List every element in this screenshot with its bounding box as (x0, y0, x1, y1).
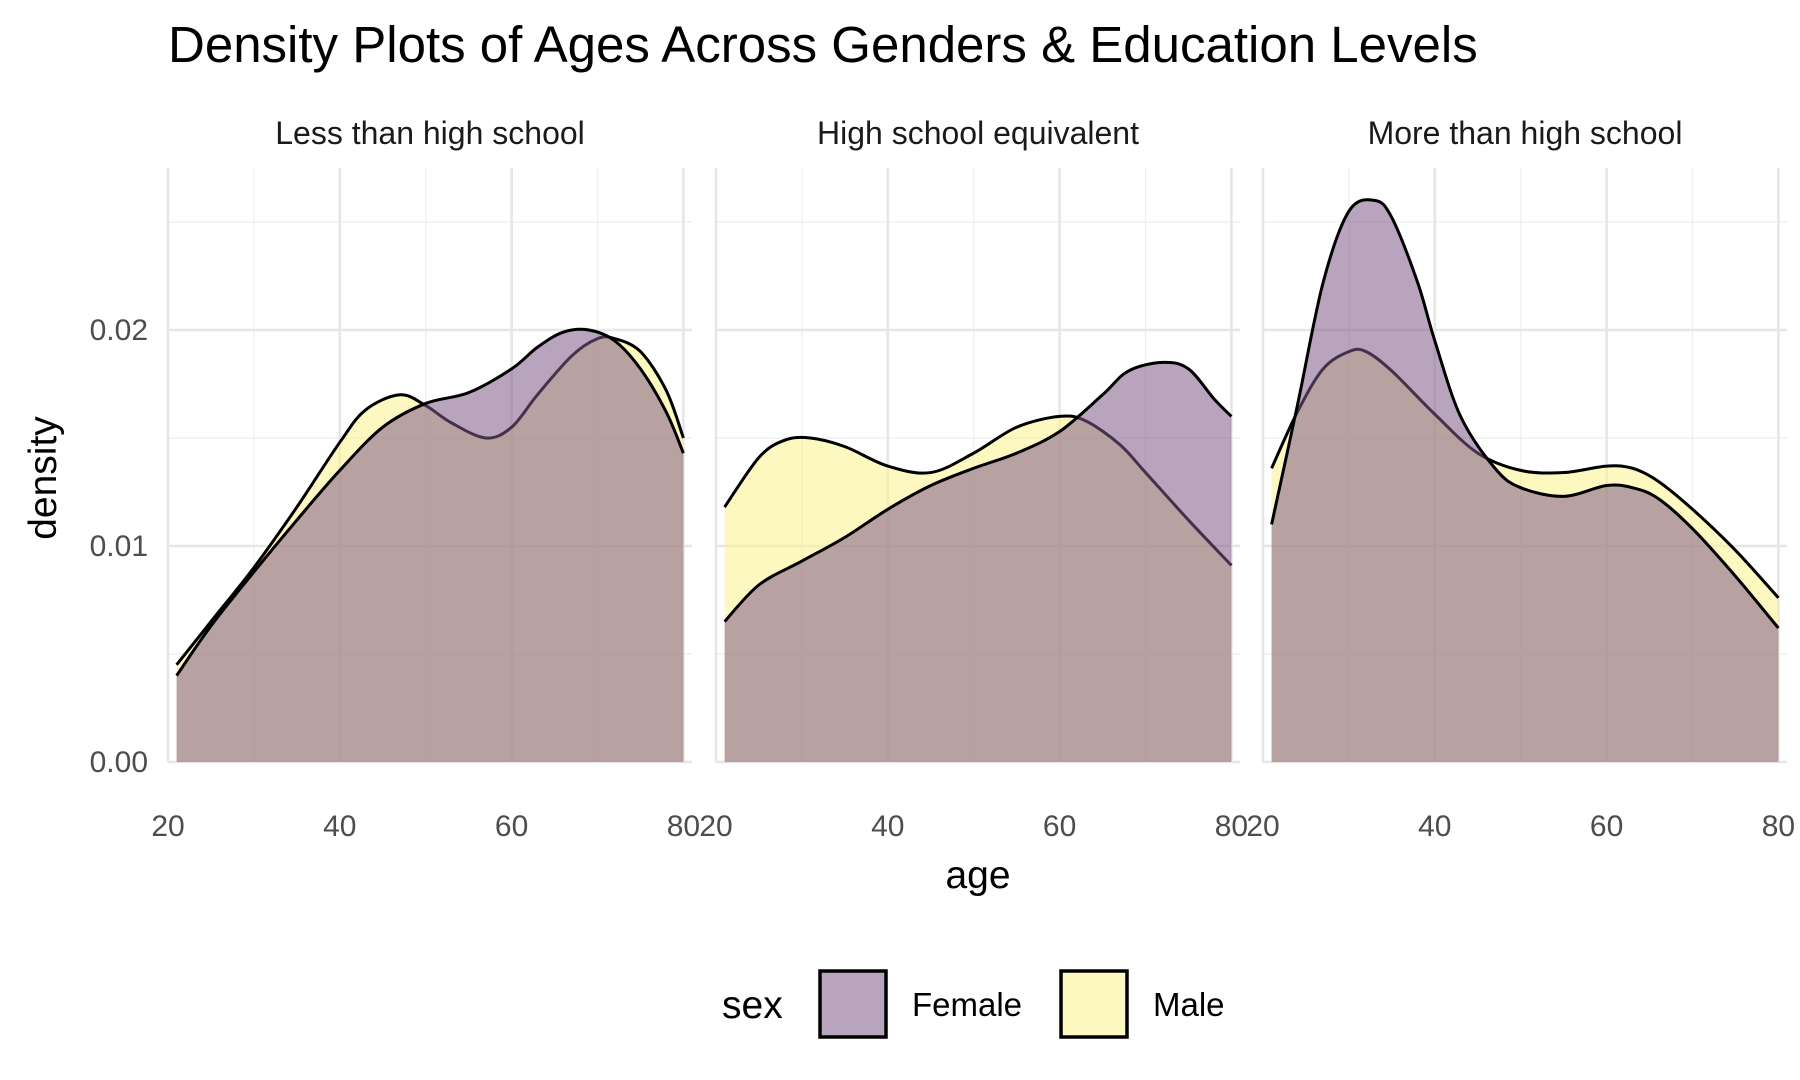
legend-title: sex (722, 984, 783, 1027)
density-line-female (175, 327, 685, 677)
legend-key-female (818, 969, 888, 1039)
density-line-female (723, 360, 1233, 623)
y-tick-label: 0.00 (90, 746, 148, 779)
facet-panel-2: High school equivalent 20 40 60 80 (699, 115, 1248, 843)
density-area-female (176, 329, 684, 762)
y-tick-label: 0.01 (90, 530, 148, 563)
facet-strip-label: Less than high school (275, 115, 585, 151)
facet-panels: Less than high school 20 40 60 80 0.00 0.01 0.0… (90, 115, 1795, 843)
legend: sex Female Male (722, 969, 1225, 1039)
x-tick-label: 40 (871, 810, 904, 843)
x-tick-label: 80 (1215, 810, 1248, 843)
x-tick-label: 20 (699, 810, 732, 843)
legend-label-male: Male (1153, 986, 1225, 1023)
legend-key-male (1059, 969, 1129, 1039)
x-tick-label: 60 (495, 810, 528, 843)
facet-panel-1: Less than high school 20 40 60 80 0.00 0.01 0.0… (90, 115, 700, 843)
x-tick-label: 20 (1246, 810, 1279, 843)
facet-panel-3: More than high school 20 40 60 80 (1246, 115, 1795, 843)
chart-title: Density Plots of Ages Across Genders & E… (168, 16, 1478, 73)
facet-strip-label: More than high school (1368, 115, 1683, 151)
legend-label-female: Female (912, 986, 1022, 1023)
x-tick-label: 60 (1043, 810, 1076, 843)
x-tick-label: 80 (667, 810, 700, 843)
density-area-female (724, 362, 1232, 762)
x-tick-label: 20 (151, 810, 184, 843)
density-area-female (1271, 199, 1779, 762)
x-tick-label: 80 (1762, 810, 1795, 843)
y-axis-title: density (22, 416, 65, 540)
density-line-female (1270, 198, 1780, 630)
x-axis-title: age (945, 854, 1010, 897)
x-tick-label: 40 (1418, 810, 1451, 843)
x-tick-label: 60 (1590, 810, 1623, 843)
y-tick-label: 0.02 (90, 314, 148, 347)
x-tick-label: 40 (323, 810, 356, 843)
facet-strip-label: High school equivalent (817, 115, 1139, 151)
